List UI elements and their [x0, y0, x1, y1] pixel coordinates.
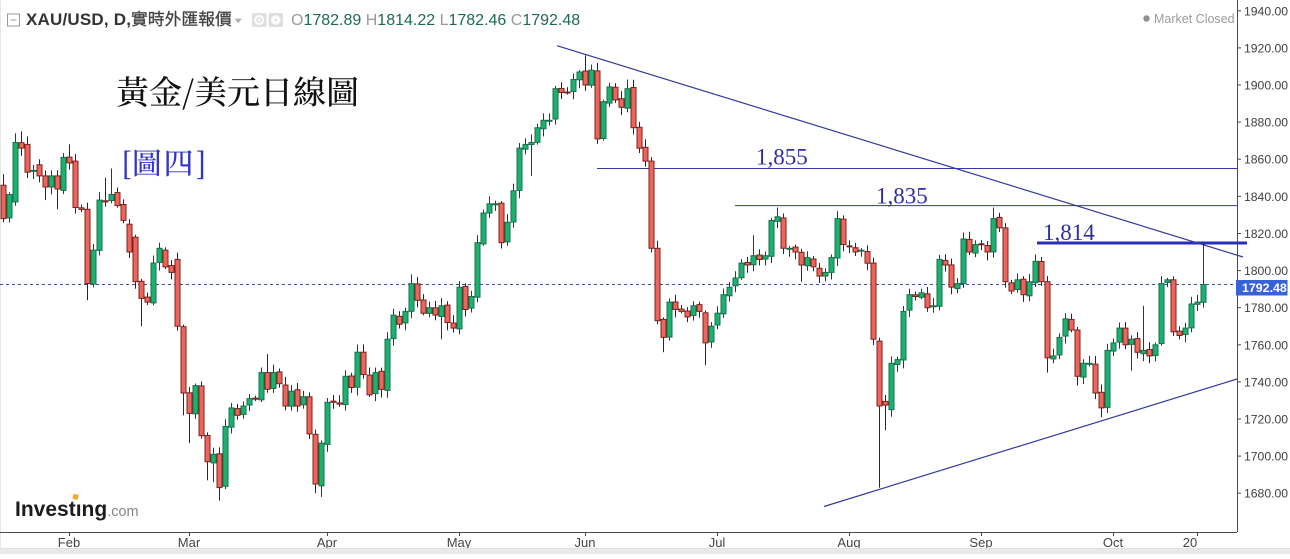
svg-text:Investıng.com: Investıng.com	[15, 498, 139, 521]
svg-text:1820.00: 1820.00	[1244, 227, 1288, 241]
svg-text:1880.00: 1880.00	[1244, 116, 1288, 130]
svg-text:Apr: Apr	[317, 535, 338, 550]
svg-text:Mar: Mar	[178, 535, 201, 550]
svg-text:1900.00: 1900.00	[1244, 79, 1288, 93]
svg-text:Jul: Jul	[709, 535, 726, 550]
svg-text:Jun: Jun	[575, 535, 596, 550]
svg-text:1700.00: 1700.00	[1244, 450, 1288, 464]
svg-text:20: 20	[1183, 535, 1197, 550]
svg-text:Oct: Oct	[1103, 535, 1124, 550]
svg-text:XAU/USD, D,: XAU/USD, D,	[26, 10, 131, 29]
svg-text:1860.00: 1860.00	[1244, 153, 1288, 167]
svg-text:1760.00: 1760.00	[1244, 338, 1288, 352]
svg-text:1920.00: 1920.00	[1244, 41, 1288, 55]
svg-text:Feb: Feb	[58, 535, 80, 550]
svg-text:1840.00: 1840.00	[1244, 190, 1288, 204]
svg-text:Aug: Aug	[837, 535, 860, 550]
svg-text:1,855: 1,855	[756, 144, 808, 169]
svg-text:Market Closed: Market Closed	[1154, 12, 1235, 26]
svg-text:Sep: Sep	[969, 535, 992, 550]
svg-text:1800.00: 1800.00	[1244, 264, 1288, 278]
svg-text:1940.00: 1940.00	[1244, 4, 1288, 18]
svg-text:O1782.89 H1814.22 L1782.46: O1782.89 H1814.22 L1782.46 C1792.48	[291, 12, 580, 29]
svg-text:1780.00: 1780.00	[1244, 301, 1288, 315]
svg-text:1740.00: 1740.00	[1244, 375, 1288, 389]
svg-text:1,814: 1,814	[1043, 220, 1095, 245]
svg-text:1720.00: 1720.00	[1244, 413, 1288, 427]
svg-text:May: May	[447, 535, 472, 550]
svg-text:1,835: 1,835	[876, 184, 928, 209]
svg-text:1792.48: 1792.48	[1242, 281, 1287, 295]
svg-text:1680.00: 1680.00	[1244, 487, 1288, 501]
